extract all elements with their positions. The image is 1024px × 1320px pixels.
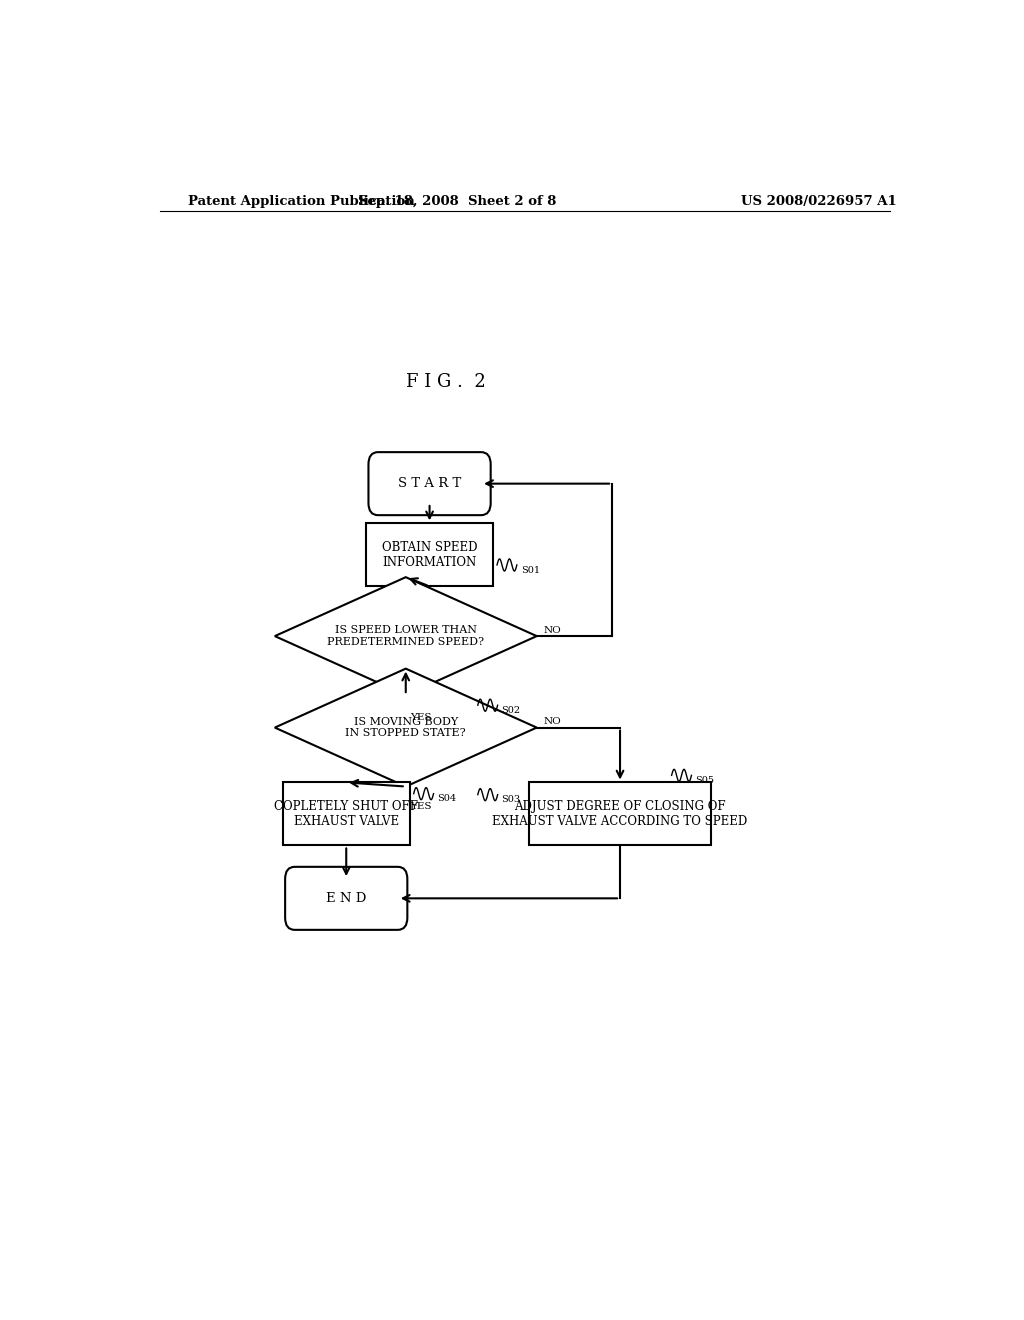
Text: S03: S03 xyxy=(502,795,521,804)
Text: S04: S04 xyxy=(437,795,457,804)
Text: US 2008/0226957 A1: US 2008/0226957 A1 xyxy=(740,194,896,207)
Text: Sep. 18, 2008  Sheet 2 of 8: Sep. 18, 2008 Sheet 2 of 8 xyxy=(358,194,556,207)
Text: NO: NO xyxy=(543,717,561,726)
FancyBboxPatch shape xyxy=(285,867,408,929)
Text: F I G .  2: F I G . 2 xyxy=(406,374,485,391)
Bar xyxy=(528,783,712,846)
Text: YES: YES xyxy=(410,803,431,812)
Text: S T A R T: S T A R T xyxy=(398,477,461,490)
FancyBboxPatch shape xyxy=(369,453,490,515)
Bar xyxy=(367,523,494,586)
Text: NO: NO xyxy=(543,626,561,635)
Text: S02: S02 xyxy=(502,706,521,715)
Text: E N D: E N D xyxy=(326,892,367,904)
Polygon shape xyxy=(274,577,537,696)
Bar xyxy=(283,783,410,846)
Text: S01: S01 xyxy=(521,565,540,574)
Text: IS SPEED LOWER THAN
PREDETERMINED SPEED?: IS SPEED LOWER THAN PREDETERMINED SPEED? xyxy=(328,626,484,647)
Text: COPLETELY SHUT OFF
EXHAUST VALVE: COPLETELY SHUT OFF EXHAUST VALVE xyxy=(274,800,418,828)
Text: S05: S05 xyxy=(695,776,715,785)
Text: YES: YES xyxy=(410,713,431,722)
Text: ADJUST DEGREE OF CLOSING OF
EXHAUST VALVE ACCORDING TO SPEED: ADJUST DEGREE OF CLOSING OF EXHAUST VALV… xyxy=(493,800,748,828)
Text: Patent Application Publication: Patent Application Publication xyxy=(187,194,415,207)
Text: OBTAIN SPEED
INFORMATION: OBTAIN SPEED INFORMATION xyxy=(382,541,477,569)
Polygon shape xyxy=(274,669,537,787)
Text: IS MOVING BODY
IN STOPPED STATE?: IS MOVING BODY IN STOPPED STATE? xyxy=(345,717,466,738)
